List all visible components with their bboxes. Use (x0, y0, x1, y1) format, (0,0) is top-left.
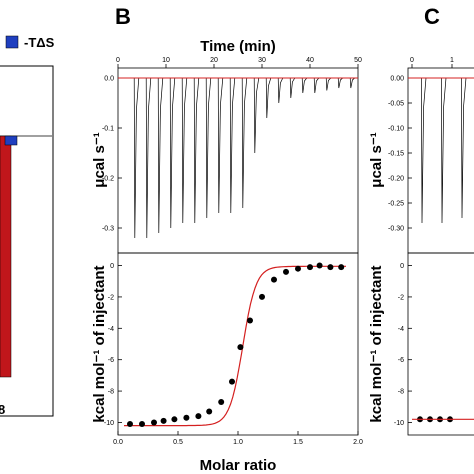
molar-ratio-tick-label: 0.0 (113, 439, 123, 446)
integrated-heat-point (160, 417, 167, 424)
panel-c-raw-ytick-label: -0.10 (388, 126, 404, 133)
integrated-heat-point (259, 293, 265, 300)
integrated-heat-point (218, 399, 225, 406)
integrated-heat-point (237, 344, 244, 351)
integrated-ylabel: kcal mol⁻¹ of injectant (91, 265, 108, 422)
time-tick-label: 40 (306, 57, 314, 64)
panel-c-label: C (424, 4, 440, 29)
integrated-heat-point (183, 414, 190, 421)
molar-ratio-axis-title: Molar ratio (200, 457, 277, 474)
integrated-ytick-label: -2 (108, 294, 114, 301)
integrated-heat-points (127, 262, 345, 428)
integrated-heat-point (327, 264, 334, 271)
time-tick-label: 10 (162, 57, 170, 64)
panel-c-raw-trace (408, 77, 474, 224)
integrated-heat-point (338, 264, 345, 271)
integrated-heat-point (195, 413, 202, 420)
integrated-heat-point (295, 265, 301, 272)
integrated-ytick-label: -8 (108, 389, 114, 396)
integrated-ytick-label: 0 (110, 263, 114, 270)
panel-c-raw-ytick-label: -0.20 (388, 176, 404, 183)
integrated-heat-point (206, 408, 213, 415)
raw-trace-frame (117, 67, 359, 254)
molar-ratio-tick-label: 2.0 (353, 439, 363, 446)
integrated-heat-point (316, 262, 323, 269)
integrated-yaxis: 0 -2 -4 -6 -8 -10 (104, 263, 122, 427)
panel-c-integrated-ytick-label: -6 (398, 357, 404, 364)
integrated-ytick-label: -10 (104, 420, 114, 427)
raw-ytick-label: -0.1 (102, 126, 114, 133)
integrated-ytick-label: -6 (108, 357, 114, 364)
legend-label: -TΔS (24, 35, 55, 50)
panel-c-raw-frame (407, 67, 474, 254)
time-tick-label: 20 (210, 57, 218, 64)
left-frame (0, 65, 54, 417)
panel-c-raw-ytick-label: 0.00 (390, 76, 404, 83)
panel-c-integrated-frame (407, 252, 474, 436)
raw-ytick-label: 0.0 (104, 76, 114, 83)
panel-c-integrated-ylabel: kcal mol⁻¹ of injectant (368, 265, 385, 422)
raw-trace-ylabel: μcal s⁻¹ (91, 132, 108, 187)
panel-c-integrated-ytick-label: -4 (398, 326, 404, 333)
time-tick-label: 50 (354, 57, 362, 64)
panel-c-raw-ytick-label: -0.05 (388, 101, 404, 108)
integrated-heat-point (307, 264, 313, 271)
panel-c-raw-yaxis: 0.00 -0.05 -0.10 -0.15 -0.20 -0.25 -0.30 (388, 76, 412, 233)
panel-c-integrated-ytick-label: -2 (398, 294, 404, 301)
integrated-heat-point (283, 268, 289, 275)
panel-c-integrated-ytick-label: 0 (400, 263, 404, 270)
integrated-heat-point (271, 276, 277, 283)
enthalpy-bar (0, 135, 12, 378)
panel-c-raw-ytick-label: -0.15 (388, 151, 404, 158)
panel-c-raw-ytick-label: -0.30 (388, 226, 404, 233)
integrated-heat-point (171, 416, 178, 423)
panel-c-raw-ytick-label: -0.25 (388, 201, 404, 208)
raw-heat-trace (118, 77, 358, 239)
integrated-frame (117, 252, 359, 436)
raw-ytick-label: -0.3 (102, 226, 114, 233)
panel-b-label: B (115, 4, 131, 29)
molar-ratio-tick-label: 1.5 (293, 439, 303, 446)
time-axis-title: Time (min) (200, 38, 276, 55)
integrated-heat-point (229, 378, 235, 385)
integrated-ytick-label: -4 (108, 326, 114, 333)
panel-b: B Time (min) 0 10 20 30 40 50 0.0 -0.1 -0.2 -0.3… (91, 4, 363, 474)
time-axis-ticks: 0 10 20 30 40 50 (116, 57, 362, 68)
panel-c-raw-ylabel: μcal s⁻¹ (368, 132, 385, 187)
time-tick-label: 30 (258, 57, 266, 64)
raw-trace-yaxis: 0.0 -0.1 -0.2 -0.3 (102, 76, 122, 233)
panel-c-integrated-ytick-label: -10 (394, 420, 404, 427)
molar-ratio-axis-ticks: 0.0 0.5 1.0 1.5 2.0 (113, 431, 363, 446)
molar-ratio-tick-label: 0.5 (173, 439, 183, 446)
binding-fit-curve (124, 265, 346, 427)
panel-c-integrated-yaxis: 0 -2 -4 -6 -8 -10 (394, 263, 412, 427)
integrated-heat-point (139, 421, 145, 428)
raw-ytick-label: -0.2 (102, 176, 114, 183)
integrated-heat-point (127, 421, 133, 428)
integrated-heat-point (247, 317, 253, 324)
panel-c-integrated-ytick-label: -8 (398, 389, 404, 396)
integrated-heat-point (151, 419, 157, 426)
time-tick-label: 0 (116, 57, 120, 64)
entropy-bar (4, 135, 18, 146)
left-panel-fragment: -TΔS 8 (0, 35, 55, 417)
molar-ratio-tick-label: 1.0 (233, 439, 243, 446)
left-edge-text: 8 (0, 402, 5, 417)
panel-c-time-tick-label: 0 (410, 57, 414, 64)
panel-c-time-tick-label: 1 (450, 57, 454, 64)
legend-swatch (5, 35, 19, 49)
